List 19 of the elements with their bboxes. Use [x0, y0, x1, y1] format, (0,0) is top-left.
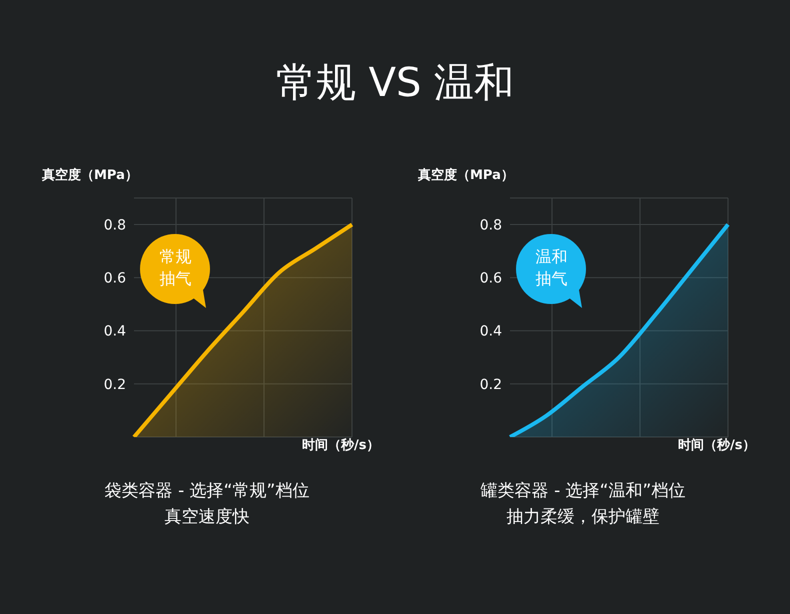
annotation: 温和抽气 [535, 246, 568, 290]
y-axis-title: 真空度（MPa） [418, 166, 514, 184]
text: 真空速度快 [164, 506, 250, 529]
y-tick-label: 0.6 [480, 270, 502, 287]
y-axis-title: 真空度（MPa） [42, 166, 138, 184]
y-tick-label: 0.6 [104, 270, 126, 287]
y-tick-label: 0.4 [104, 324, 126, 340]
y-tick-label: 0.2 [104, 376, 126, 393]
text: 罐类容器 - 选择“温和”档位 [480, 480, 686, 503]
text: 袋类容器 - 选择“常规”档位 [104, 480, 310, 503]
text: 抽力柔缓，保护罐壁 [506, 506, 660, 529]
y-tick-label: 0.2 [480, 376, 502, 393]
y-tick-label: 0.8 [480, 218, 502, 234]
x-axis-title: 时间（秒/s） [302, 437, 380, 454]
chart-title: 常规 VS 温和 [274, 59, 516, 108]
y-tick-label: 0.8 [104, 218, 126, 234]
x-axis-title: 时间（秒/s） [678, 437, 756, 454]
y-tick-label: 0.4 [480, 324, 502, 340]
annotation: 常规抽气 [159, 246, 192, 290]
